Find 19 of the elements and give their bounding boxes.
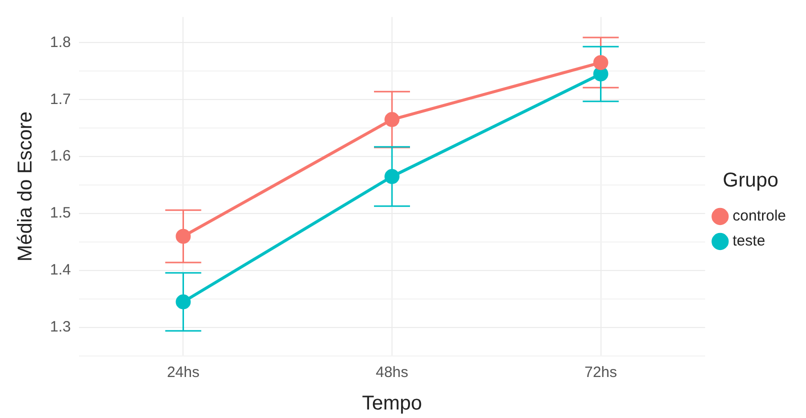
y-tick-label: 1.5 <box>50 204 71 222</box>
x-tick-label: 48hs <box>376 364 408 382</box>
y-tick-label: 1.6 <box>50 148 71 165</box>
y-tick-label: 1.3 <box>50 318 71 336</box>
point <box>384 169 400 184</box>
point <box>593 55 608 70</box>
legend-title: Grupo <box>722 170 778 192</box>
x-tick-label: 72hs <box>584 364 618 382</box>
x-axis-title: Tempo <box>362 392 422 415</box>
point <box>176 294 191 310</box>
y-axis-title: Média do Escore <box>14 111 37 262</box>
legend-label: controle <box>732 208 786 225</box>
x-tick-label: 24hs <box>166 364 200 382</box>
y-tick-label: 1.7 <box>50 90 71 108</box>
legend-label: teste <box>732 232 766 250</box>
y-tick-label: 1.8 <box>50 34 71 51</box>
point <box>176 228 191 244</box>
y-tick-label: 1.4 <box>50 262 71 279</box>
point <box>384 112 400 128</box>
